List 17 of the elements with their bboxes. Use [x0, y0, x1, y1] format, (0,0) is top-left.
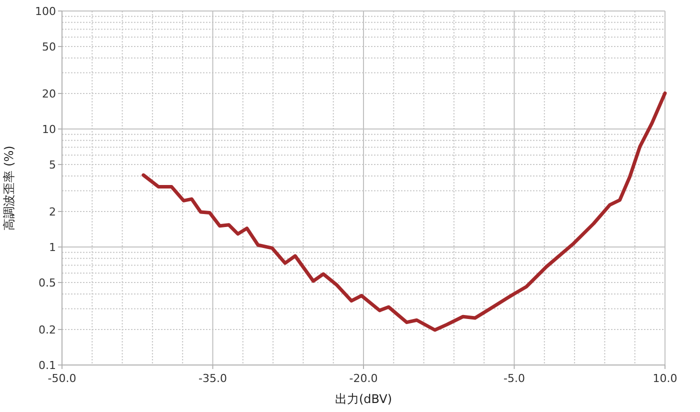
y-tick-label: 20 — [42, 87, 56, 100]
y-tick-label: 0.5 — [38, 276, 56, 290]
x-tick-label: -5.0 — [504, 372, 525, 385]
x-tick-label: 10.0 — [652, 372, 678, 385]
y-tick-label: 100 — [35, 5, 56, 18]
y-tick-label: 0.1 — [38, 359, 56, 372]
y-axis-title: 高調波歪率 (%) — [2, 146, 16, 230]
x-tick-label: -35.0 — [198, 372, 227, 385]
y-tick-label: 5 — [49, 158, 56, 172]
x-tick-label: -20.0 — [349, 372, 378, 385]
x-tick-label: -50.0 — [48, 372, 76, 385]
y-tick-label: 0.2 — [38, 323, 56, 336]
y-tick-label: 10 — [42, 123, 56, 136]
x-axis-title: 出力(dBV) — [334, 392, 392, 406]
y-tick-label: 1 — [49, 241, 56, 254]
y-tick-label: 50 — [42, 40, 56, 54]
y-tick-label: 2 — [49, 205, 56, 218]
